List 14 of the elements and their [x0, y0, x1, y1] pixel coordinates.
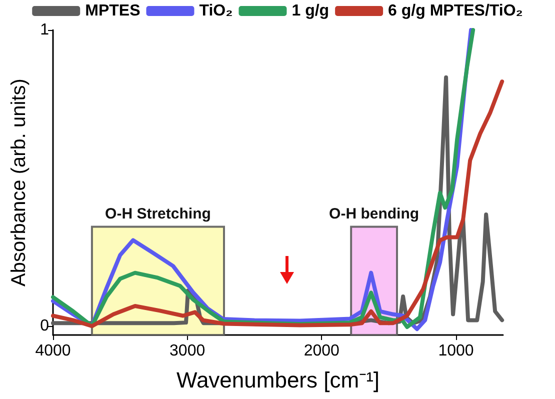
band-label: O-H bending — [329, 206, 420, 223]
x-tick-label: 2000 — [304, 342, 340, 360]
x-tick-label: 4000 — [35, 342, 71, 360]
band-label: O-H Stretching — [105, 206, 211, 223]
legend-label: TiO₂ — [199, 2, 233, 20]
x-tick-label: 1000 — [438, 342, 474, 360]
y-axis-title: Absorbance (arb. units) — [8, 78, 30, 286]
legend-label: MPTES — [85, 2, 141, 20]
x-axis-title: Wavenumbers [cm⁻¹] — [176, 368, 380, 392]
legend-label: 6 g/g MPTES/TiO₂ — [388, 2, 523, 20]
legend-label: 1 g/g — [292, 2, 330, 20]
y-tick-label: 0 — [40, 318, 50, 335]
y-tick-label: 1 — [40, 22, 50, 38]
x-tick-label: 3000 — [170, 342, 206, 360]
